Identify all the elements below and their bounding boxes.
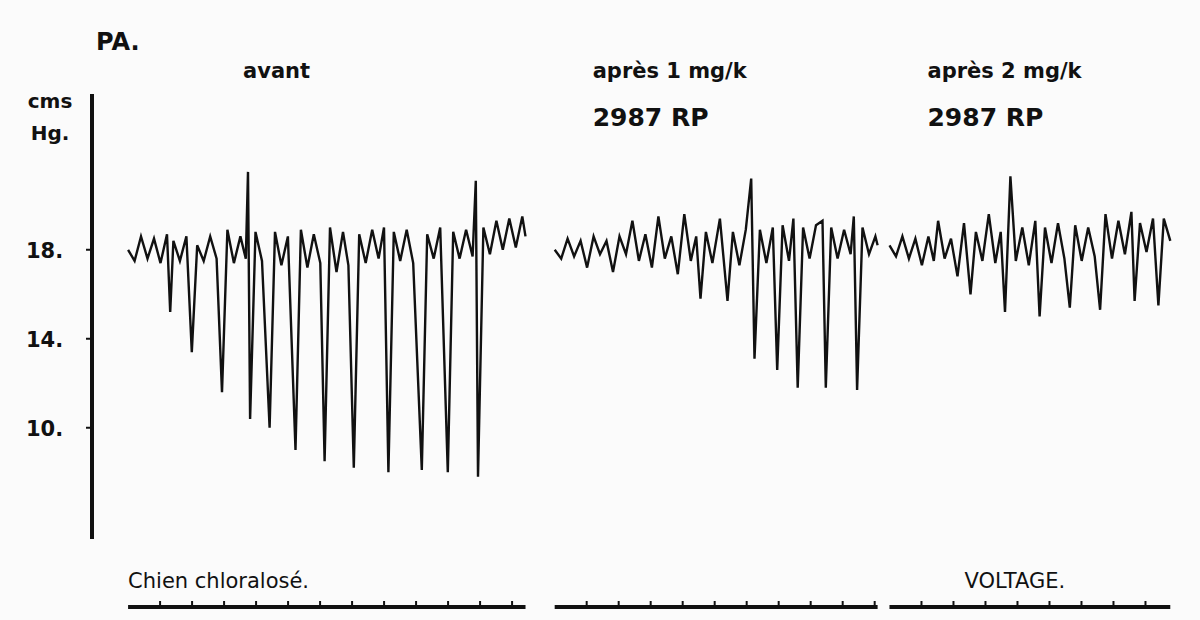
background: [0, 0, 1200, 620]
time-marker-tick: [618, 601, 620, 607]
title: PA.: [96, 28, 140, 56]
y-tick: [86, 249, 92, 251]
time-marker-tick: [287, 601, 289, 607]
time-marker-tick: [383, 601, 385, 607]
y-tick-label: 18.: [26, 239, 63, 263]
time-marker-tick: [447, 601, 449, 607]
trace: [555, 179, 878, 390]
time-marker-tick: [1080, 601, 1082, 607]
time-marker-tick: [984, 601, 986, 607]
time-marker-tick: [1016, 601, 1018, 607]
time-marker-tick: [319, 601, 321, 607]
time-marker-tick: [778, 601, 780, 607]
time-marker-tick: [810, 601, 812, 607]
time-marker-tick: [682, 601, 684, 607]
time-marker-tick: [920, 601, 922, 607]
time-marker-tick: [191, 601, 193, 607]
time-marker-tick: [650, 601, 652, 607]
y-tick-label: 14.: [26, 328, 63, 352]
time-marker-tick: [952, 601, 954, 607]
drug-label: 2987 RP: [927, 103, 1043, 132]
y-tick-label: 10.: [26, 417, 63, 441]
time-marker-tick: [874, 601, 876, 607]
time-marker-tick: [415, 601, 417, 607]
time-marker-tick: [842, 601, 844, 607]
plot-area: [128, 172, 1170, 477]
y-tick: [86, 427, 92, 429]
drug-label: 2987 RP: [593, 103, 709, 132]
time-marker-tick: [255, 601, 257, 607]
time-marker-tick: [1048, 601, 1050, 607]
y-axis-label: cmsHg.: [28, 89, 73, 145]
time-marker-tick: [351, 601, 353, 607]
time-marker-tick: [586, 601, 588, 607]
trace: [890, 176, 1171, 316]
time-marker-tick: [1144, 601, 1146, 607]
time-marker-tick: [1112, 601, 1114, 607]
trace: [128, 172, 525, 477]
segment-label: avant: [243, 59, 310, 83]
annotation: Chien chloralosé.: [128, 569, 309, 593]
time-marker: [889, 605, 1170, 609]
time-marker: [555, 605, 878, 609]
segment-label: après 2 mg/k: [927, 59, 1082, 83]
time-marker-tick: [159, 601, 161, 607]
time-marker-tick: [746, 601, 748, 607]
time-marker-tick: [223, 601, 225, 607]
y-tick: [86, 338, 92, 340]
time-marker-tick: [511, 601, 513, 607]
y-axis: [90, 94, 94, 539]
time-marker-tick: [714, 601, 716, 607]
annotation: VOLTAGE.: [964, 569, 1065, 593]
segment-label: après 1 mg/k: [593, 59, 748, 83]
time-marker-tick: [479, 601, 481, 607]
time-marker: [128, 605, 525, 609]
